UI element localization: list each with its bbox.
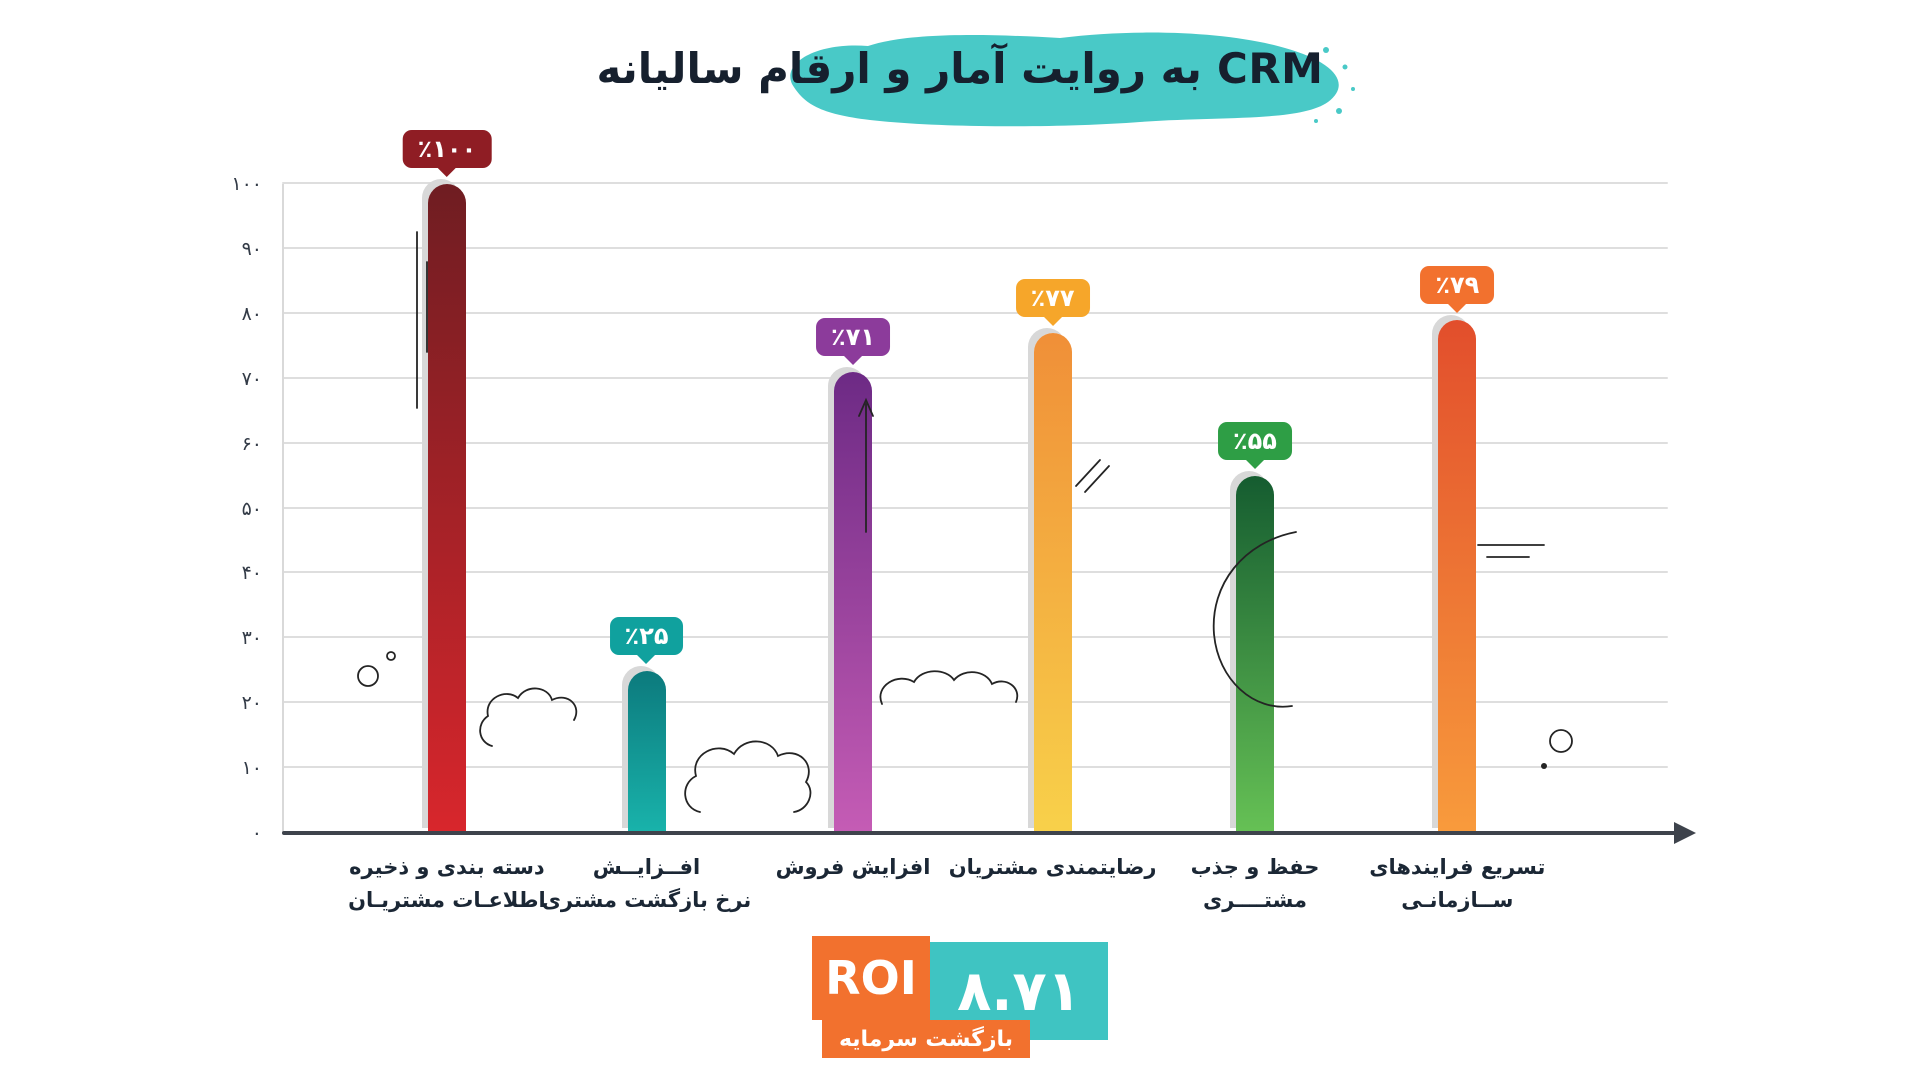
y-tick-label: ۵۰ [241,497,262,520]
y-axis-line [282,184,284,833]
gridline [282,182,1668,184]
value-badge: ٪۷۷ [1015,279,1090,318]
badge-text: ٪۷۱ [831,323,876,352]
value-badge: ٪۷۹ [1420,266,1495,305]
gridline [282,636,1668,639]
y-tick-label: ۹۰ [241,237,262,260]
category-label-line: نرخ بازگشت مشتری [541,887,752,912]
gridline [282,311,1668,314]
bar-return-rate [627,670,666,833]
category-label: حفظ و جذب مشتــــری [1130,851,1380,916]
x-axis-arrow-icon [1674,822,1696,844]
category-label-line: مشتــــری [1202,887,1307,912]
bar-customer-satisfaction [1033,333,1072,833]
roi-block: ROI ۸.۷۱ بازگشت سرمایه [812,936,1122,1062]
gridline [282,506,1668,509]
y-tick-label: ۱۰۰ [231,173,262,195]
y-tick-label: ۴۰ [241,562,262,585]
badge-text: ٪۵۵ [1232,427,1277,456]
gridline [282,441,1668,444]
category-label: رضایتمندی مشتریان [928,851,1178,884]
y-tick-label: ۱۰ [241,757,262,780]
roi-label-text: ROI [825,951,917,1005]
value-badge: ٪۲۵ [609,616,684,655]
roi-caption-box: بازگشت سرمایه [822,1020,1030,1058]
category-label-line: افــزایــش [592,855,701,879]
y-tick-label: ۰ [251,822,262,844]
category-label-line: حفظ و جذب [1190,855,1320,879]
category-label-line: رضایتمندی مشتریان [948,855,1157,879]
value-badge: ٪۱۰۰ [402,130,492,168]
roi-value-text: ۸.۷۱ [957,958,1081,1024]
bar-customer-retention [1235,476,1274,833]
y-tick-label: ۷۰ [241,367,262,390]
chart-title: CRM به روایت آمار و ارقام سالیانه [596,44,1324,93]
category-label-line: اطلاعـات مشتریـان [348,887,546,912]
y-tick-label: ۲۰ [241,692,262,715]
category-label-line: ســازمانـی [1401,887,1514,912]
roi-caption-text: بازگشت سرمایه [838,1026,1014,1052]
category-label-line: دسته بندی و ذخیره [349,855,545,879]
gridline [282,246,1668,249]
gridline [282,766,1668,769]
y-tick-label: ۳۰ [241,627,262,650]
gridline [282,571,1668,574]
category-label: افزایش فروش [728,851,978,884]
value-badge: ٪۵۵ [1217,422,1292,461]
badge-text: ٪۷۹ [1435,271,1480,300]
category-label: تسریع فرایندهای ســازمانـی [1332,851,1582,916]
y-tick-label: ۶۰ [241,432,262,455]
category-label-line: تسریع فرایندهای [1369,855,1546,879]
y-tick-label: ۸۰ [241,302,262,325]
roi-label-box: ROI [812,936,930,1020]
bar-sales-increase [834,372,873,833]
badge-text: ٪۲۵ [624,621,669,650]
badge-text: ٪۱۰۰ [417,135,477,163]
bar-data-storage [427,184,466,833]
gridline [282,376,1668,379]
bar-process-acceleration [1438,320,1477,833]
category-label-line: افزایش فروش [775,855,931,879]
title-blob-decoration [790,32,1355,127]
value-badge: ٪۷۱ [816,318,891,357]
x-axis-line [282,831,1676,835]
badge-text: ٪۷۷ [1030,284,1075,313]
category-label: افــزایــش نرخ بازگشت مشتری [522,851,772,916]
category-label: دسته بندی و ذخیره اطلاعـات مشتریـان [322,851,572,916]
plot-area: ۰ ۱۰ ۲۰ ۳۰ ۴۰ ۵۰ ۶۰ ۷۰ ۸۰ ۹۰ ۱۰۰ ٪۱۰۰ دس… [231,130,1696,912]
